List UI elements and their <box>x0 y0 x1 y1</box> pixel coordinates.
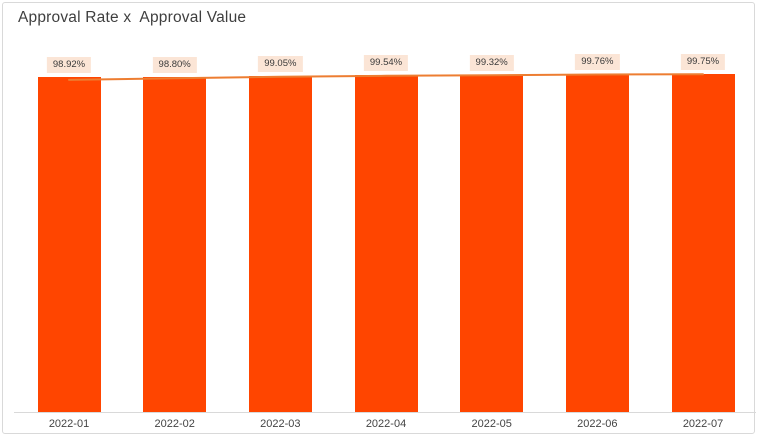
x-axis-label: 2022-01 <box>48 418 90 430</box>
data-label: 98.92% <box>46 56 92 73</box>
x-axis-label: 2022-07 <box>682 418 724 430</box>
bar-2022-07[interactable] <box>671 73 735 412</box>
data-label: 99.54% <box>363 54 409 71</box>
bar-2022-03[interactable] <box>248 76 312 412</box>
x-axis-label: 2022-02 <box>154 418 195 430</box>
data-label: 99.75% <box>680 53 726 70</box>
x-axis-label: 2022-06 <box>577 418 618 430</box>
data-label: 98.80% <box>152 57 197 74</box>
x-axis-label: 2022-05 <box>471 418 512 430</box>
bar-2022-06[interactable] <box>565 73 629 412</box>
data-label: 99.32% <box>469 55 514 72</box>
bar-2022-02[interactable] <box>143 77 207 412</box>
data-label: 99.76% <box>575 53 620 70</box>
data-label: 99.05% <box>258 56 303 73</box>
trendline[interactable] <box>68 73 704 81</box>
bar-2022-05[interactable] <box>460 75 524 412</box>
chart-title: Approval Rate x Approval Value <box>18 9 247 26</box>
x-axis-line <box>14 412 756 413</box>
x-axis-label: 2022-04 <box>365 418 407 430</box>
bar-2022-01[interactable] <box>37 76 101 412</box>
x-axis-label: 2022-03 <box>260 418 301 430</box>
bar-2022-04[interactable] <box>354 74 418 412</box>
